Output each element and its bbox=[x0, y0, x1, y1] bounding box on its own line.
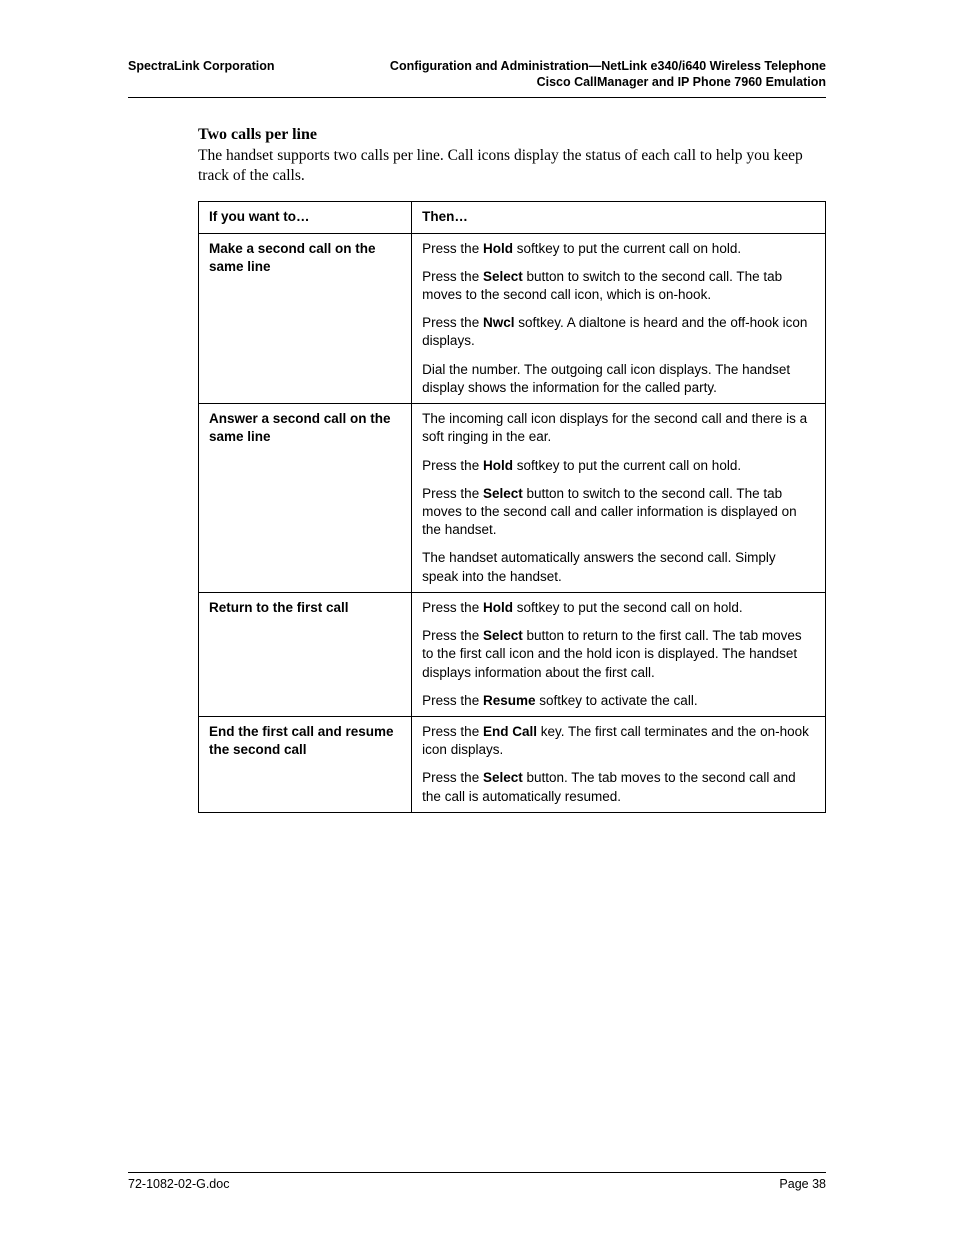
table-cell-left: End the first call and resume the second… bbox=[199, 716, 412, 812]
table-row: Make a second call on the same line Press… bbox=[199, 233, 826, 404]
table-step: Press the Hold softkey to put the second… bbox=[422, 599, 815, 617]
header-left: SpectraLink Corporation bbox=[128, 58, 275, 74]
feature-table: If you want to… Then… Make a second call… bbox=[198, 201, 826, 812]
footer-rule bbox=[128, 1172, 826, 1173]
table-cell-right: The incoming call icon displays for the … bbox=[412, 404, 826, 593]
table-step: Press the Hold softkey to put the curren… bbox=[422, 240, 815, 258]
bold-term: Hold bbox=[483, 241, 513, 256]
header-right-line1: Configuration and Administration—NetLink… bbox=[390, 58, 826, 74]
table-row: Return to the first call Press the Hold s… bbox=[199, 592, 826, 716]
bold-term: Hold bbox=[483, 458, 513, 473]
section-body: The handset supports two calls per line.… bbox=[198, 146, 826, 188]
footer-right: Page 38 bbox=[779, 1177, 826, 1191]
table-step: Press the Select button to switch to the… bbox=[422, 268, 815, 304]
page-header: SpectraLink Corporation Configuration an… bbox=[128, 58, 826, 91]
header-right: Configuration and Administration—NetLink… bbox=[390, 58, 826, 91]
content-area: Two calls per line The handset supports … bbox=[198, 126, 826, 813]
table-cell-left: Answer a second call on the same line bbox=[199, 404, 412, 593]
table-cell-right: Press the End Call key. The first call t… bbox=[412, 716, 826, 812]
table-step: The incoming call icon displays for the … bbox=[422, 410, 815, 446]
table-cell-left: Return to the first call bbox=[199, 592, 412, 716]
bold-term: End Call bbox=[483, 724, 537, 739]
bold-term: Select bbox=[483, 770, 523, 785]
table-cell-right: Press the Hold softkey to put the curren… bbox=[412, 233, 826, 404]
section-title: Two calls per line bbox=[198, 126, 826, 144]
table-row: End the first call and resume the second… bbox=[199, 716, 826, 812]
table-step: The handset automatically answers the se… bbox=[422, 549, 815, 585]
table-header-col2: Then… bbox=[412, 202, 826, 233]
table-cell-right: Press the Hold softkey to put the second… bbox=[412, 592, 826, 716]
bold-term: Nwcl bbox=[483, 315, 515, 330]
table-step: Press the Hold softkey to put the curren… bbox=[422, 457, 815, 475]
bold-term: Select bbox=[483, 486, 523, 501]
page: SpectraLink Corporation Configuration an… bbox=[0, 0, 954, 1235]
bold-term: Select bbox=[483, 628, 523, 643]
header-right-line2: Cisco CallManager and IP Phone 7960 Emul… bbox=[390, 74, 826, 90]
header-rule bbox=[128, 97, 826, 98]
table-header-col1: If you want to… bbox=[199, 202, 412, 233]
footer-left: 72-1082-02-G.doc bbox=[128, 1177, 229, 1191]
table-step: Dial the number. The outgoing call icon … bbox=[422, 361, 815, 397]
bold-term: Select bbox=[483, 269, 523, 284]
table-step: Press the Nwcl softkey. A dialtone is he… bbox=[422, 314, 815, 350]
table-step: Press the Select button to switch to the… bbox=[422, 485, 815, 540]
table-step: Press the Select button to return to the… bbox=[422, 627, 815, 682]
table-cell-left: Make a second call on the same line bbox=[199, 233, 412, 404]
table-step: Press the Resume softkey to activate the… bbox=[422, 692, 815, 710]
bold-term: Resume bbox=[483, 693, 536, 708]
bold-term: Hold bbox=[483, 600, 513, 615]
table-step: Press the End Call key. The first call t… bbox=[422, 723, 815, 759]
table-row: Answer a second call on the same line The… bbox=[199, 404, 826, 593]
table-step: Press the Select button. The tab moves t… bbox=[422, 769, 815, 805]
page-footer: 72-1082-02-G.doc Page 38 bbox=[128, 1172, 826, 1191]
